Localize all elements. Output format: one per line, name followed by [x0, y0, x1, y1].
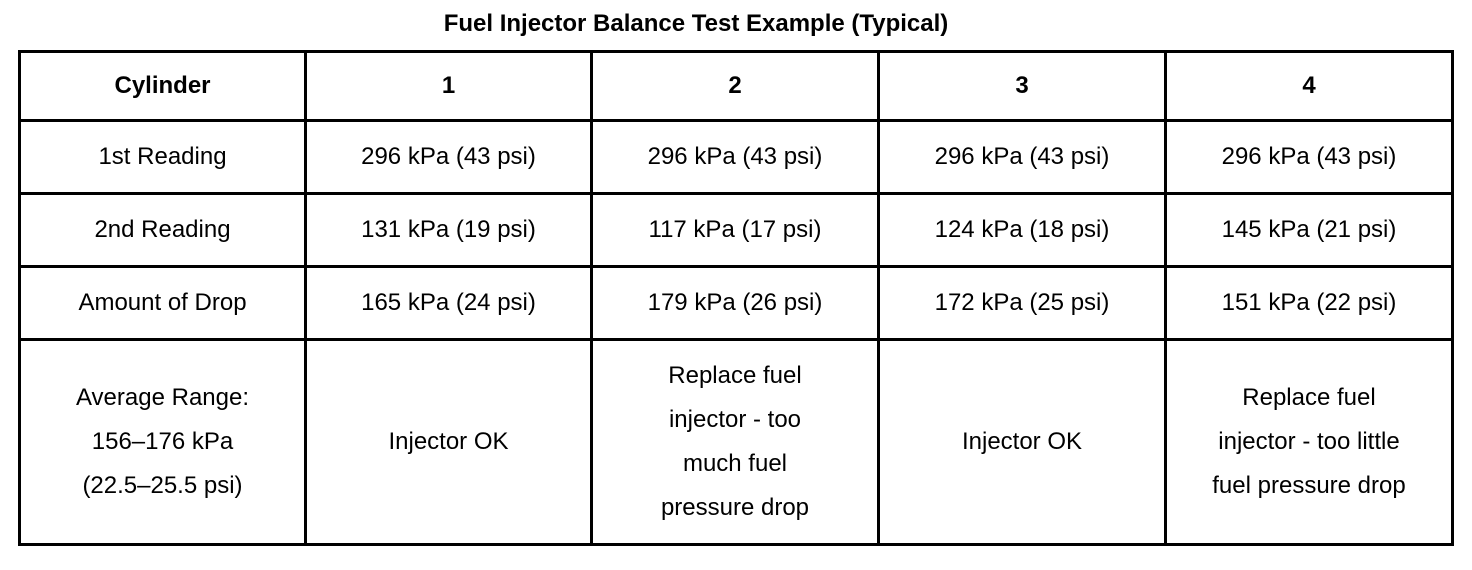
row-label: 1st Reading	[18, 119, 307, 195]
table-cell: 165 kPa (24 psi)	[304, 265, 593, 341]
header-cylinder-1: 1	[304, 50, 593, 122]
table-cell: Injector OK	[304, 338, 593, 546]
table-cell: Replace fuel injector - too little fuel …	[1164, 338, 1454, 546]
verdict-text: Replace fuel injector - too little fuel …	[1212, 384, 1406, 499]
verdict-text: Replace fuel injector - too much fuel pr…	[660, 362, 810, 521]
table-row-second-reading: 2nd Reading 131 kPa (19 psi) 117 kPa (17…	[18, 192, 1454, 268]
header-cylinder-2: 2	[590, 50, 880, 122]
table-cell: 117 kPa (17 psi)	[590, 192, 880, 268]
row-label: Average Range: 156–176 kPa (22.5–25.5 ps…	[75, 384, 249, 499]
header-row: Cylinder 1 2 3 4	[18, 50, 1454, 122]
table-cell: Injector OK	[877, 338, 1167, 546]
table-cell: 172 kPa (25 psi)	[877, 265, 1167, 341]
table-cell: 296 kPa (43 psi)	[1164, 119, 1454, 195]
verdict-text: Injector OK	[961, 428, 1083, 455]
row-label-cell: Average Range: 156–176 kPa (22.5–25.5 ps…	[18, 338, 307, 546]
table-row-amount-of-drop: Amount of Drop 165 kPa (24 psi) 179 kPa …	[18, 265, 1454, 341]
table-row-first-reading: 1st Reading 296 kPa (43 psi) 296 kPa (43…	[18, 119, 1454, 195]
table-cell: Replace fuel injector - too much fuel pr…	[590, 338, 880, 546]
header-cylinder: Cylinder	[18, 50, 307, 122]
balance-test-table: Cylinder 1 2 3 4 1st Reading 296 kPa (43…	[18, 50, 1454, 546]
table-cell: 145 kPa (21 psi)	[1164, 192, 1454, 268]
table-cell: 124 kPa (18 psi)	[877, 192, 1167, 268]
table-cell: 296 kPa (43 psi)	[877, 119, 1167, 195]
table-row-average-range: Average Range: 156–176 kPa (22.5–25.5 ps…	[18, 338, 1454, 546]
table-cell: 296 kPa (43 psi)	[304, 119, 593, 195]
table-title: Fuel Injector Balance Test Example (Typi…	[443, 10, 949, 37]
table-cell: 131 kPa (19 psi)	[304, 192, 593, 268]
table-cell: 151 kPa (22 psi)	[1164, 265, 1454, 341]
verdict-text: Injector OK	[388, 428, 509, 455]
table-cell: 179 kPa (26 psi)	[590, 265, 880, 341]
row-label: Amount of Drop	[18, 265, 307, 341]
header-cylinder-4: 4	[1164, 50, 1454, 122]
header-cylinder-3: 3	[877, 50, 1167, 122]
row-label: 2nd Reading	[18, 192, 307, 268]
table-cell: 296 kPa (43 psi)	[590, 119, 880, 195]
